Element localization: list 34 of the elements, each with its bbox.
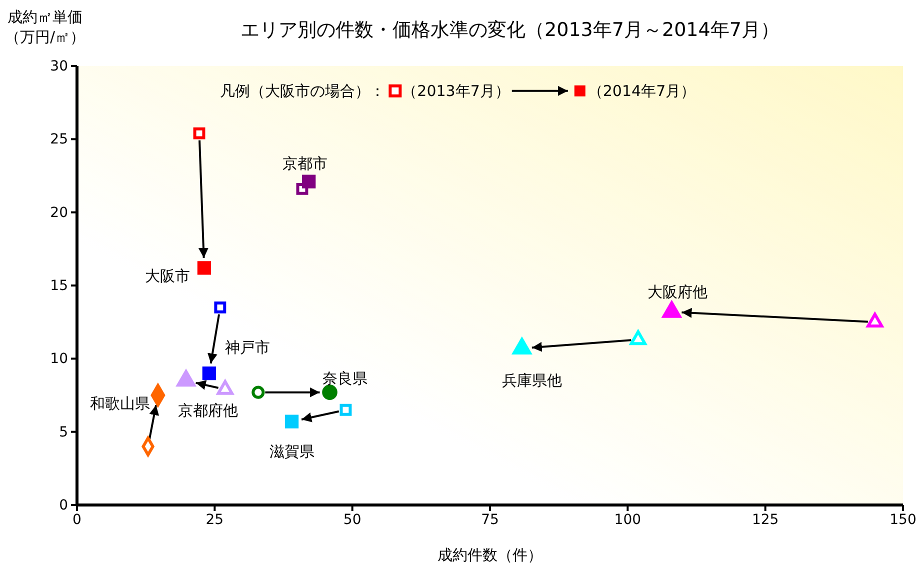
series-label: 京都府他 bbox=[178, 402, 238, 420]
point bbox=[302, 174, 316, 188]
y-tick-label: 25 bbox=[50, 132, 68, 148]
y-tick-label: 30 bbox=[50, 58, 68, 74]
series-label: 兵庫県他 bbox=[502, 371, 562, 390]
point bbox=[202, 366, 216, 380]
x-tick-label: 100 bbox=[614, 512, 642, 528]
x-tick-label: 0 bbox=[72, 512, 82, 528]
series-label: 奈良県 bbox=[322, 369, 368, 388]
x-axis-title: 成約件数（件） bbox=[438, 546, 542, 564]
y-tick-label: 0 bbox=[59, 497, 68, 514]
annotation: （2014年7月） bbox=[588, 82, 696, 100]
series-label: 和歌山県 bbox=[90, 394, 150, 412]
point bbox=[322, 384, 338, 400]
series-label: 京都市 bbox=[282, 154, 328, 173]
x-tick-label: 25 bbox=[206, 512, 224, 528]
annotation: 凡例（大阪市の場合）： bbox=[220, 82, 386, 100]
y-tick-label: 5 bbox=[59, 424, 68, 440]
series-label: 大阪府他 bbox=[648, 282, 708, 301]
x-tick-label: 50 bbox=[343, 512, 362, 528]
chart-title: エリア別の件数・価格水準の変化（2013年7月～2014年7月） bbox=[240, 19, 780, 41]
point bbox=[197, 261, 212, 275]
series-label: 神戸市 bbox=[225, 338, 270, 356]
y-axis-title: 成約㎡単価（万円/㎡） bbox=[4, 8, 86, 46]
x-tick-label: 150 bbox=[890, 512, 916, 528]
x-tick-label: 125 bbox=[752, 512, 779, 528]
series-label: 滋賀県 bbox=[269, 442, 314, 461]
series-label: 大阪市 bbox=[145, 266, 190, 285]
y-tick-label: 15 bbox=[50, 278, 68, 294]
y-tick-label: 20 bbox=[50, 204, 68, 221]
x-tick-label: 75 bbox=[481, 512, 499, 528]
annotation: （2013年7月） bbox=[402, 82, 510, 100]
y-tick-label: 10 bbox=[50, 351, 68, 368]
point bbox=[284, 414, 299, 428]
